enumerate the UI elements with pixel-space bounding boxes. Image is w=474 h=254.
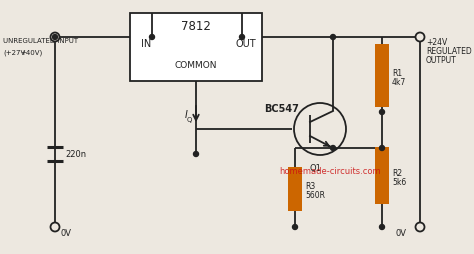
Text: COMMON: COMMON	[175, 61, 217, 70]
Text: 0V: 0V	[61, 228, 72, 237]
Circle shape	[53, 35, 57, 40]
Text: 7812: 7812	[181, 19, 211, 32]
Text: R1: R1	[392, 69, 402, 78]
Circle shape	[380, 110, 384, 115]
Circle shape	[380, 146, 384, 151]
Circle shape	[51, 223, 60, 232]
Circle shape	[380, 225, 384, 230]
Text: I: I	[185, 109, 188, 120]
Text: Q: Q	[187, 117, 192, 122]
Text: homemade-circuits.com: homemade-circuits.com	[279, 167, 381, 176]
Circle shape	[416, 223, 425, 232]
Circle shape	[330, 146, 336, 151]
Text: 0V: 0V	[396, 228, 407, 237]
Circle shape	[193, 152, 199, 157]
Text: 5k6: 5k6	[392, 177, 406, 186]
Circle shape	[292, 225, 298, 230]
Circle shape	[416, 33, 425, 42]
Circle shape	[149, 35, 155, 40]
Text: +24V: +24V	[426, 38, 447, 47]
Text: +40V): +40V)	[20, 50, 42, 56]
Bar	[375, 147, 389, 204]
Circle shape	[51, 33, 60, 42]
Bar	[375, 45, 389, 108]
Text: OUT: OUT	[236, 39, 256, 49]
Text: (+27V: (+27V	[3, 50, 25, 56]
Bar	[288, 167, 302, 211]
Text: R3: R3	[305, 182, 315, 191]
Circle shape	[239, 35, 245, 40]
Text: Q1: Q1	[309, 163, 321, 172]
Text: REGULATED: REGULATED	[426, 47, 472, 56]
Text: IN: IN	[141, 39, 151, 49]
Text: BC547: BC547	[264, 104, 299, 114]
Text: R2: R2	[392, 168, 402, 177]
Text: OUTPUT: OUTPUT	[426, 56, 457, 65]
Text: UNREGULATED INPUT: UNREGULATED INPUT	[3, 38, 78, 44]
Circle shape	[330, 35, 336, 40]
Bar	[130, 14, 262, 82]
Text: 560R: 560R	[305, 191, 325, 200]
Text: 4k7: 4k7	[392, 78, 406, 87]
Text: 220n: 220n	[65, 150, 86, 159]
